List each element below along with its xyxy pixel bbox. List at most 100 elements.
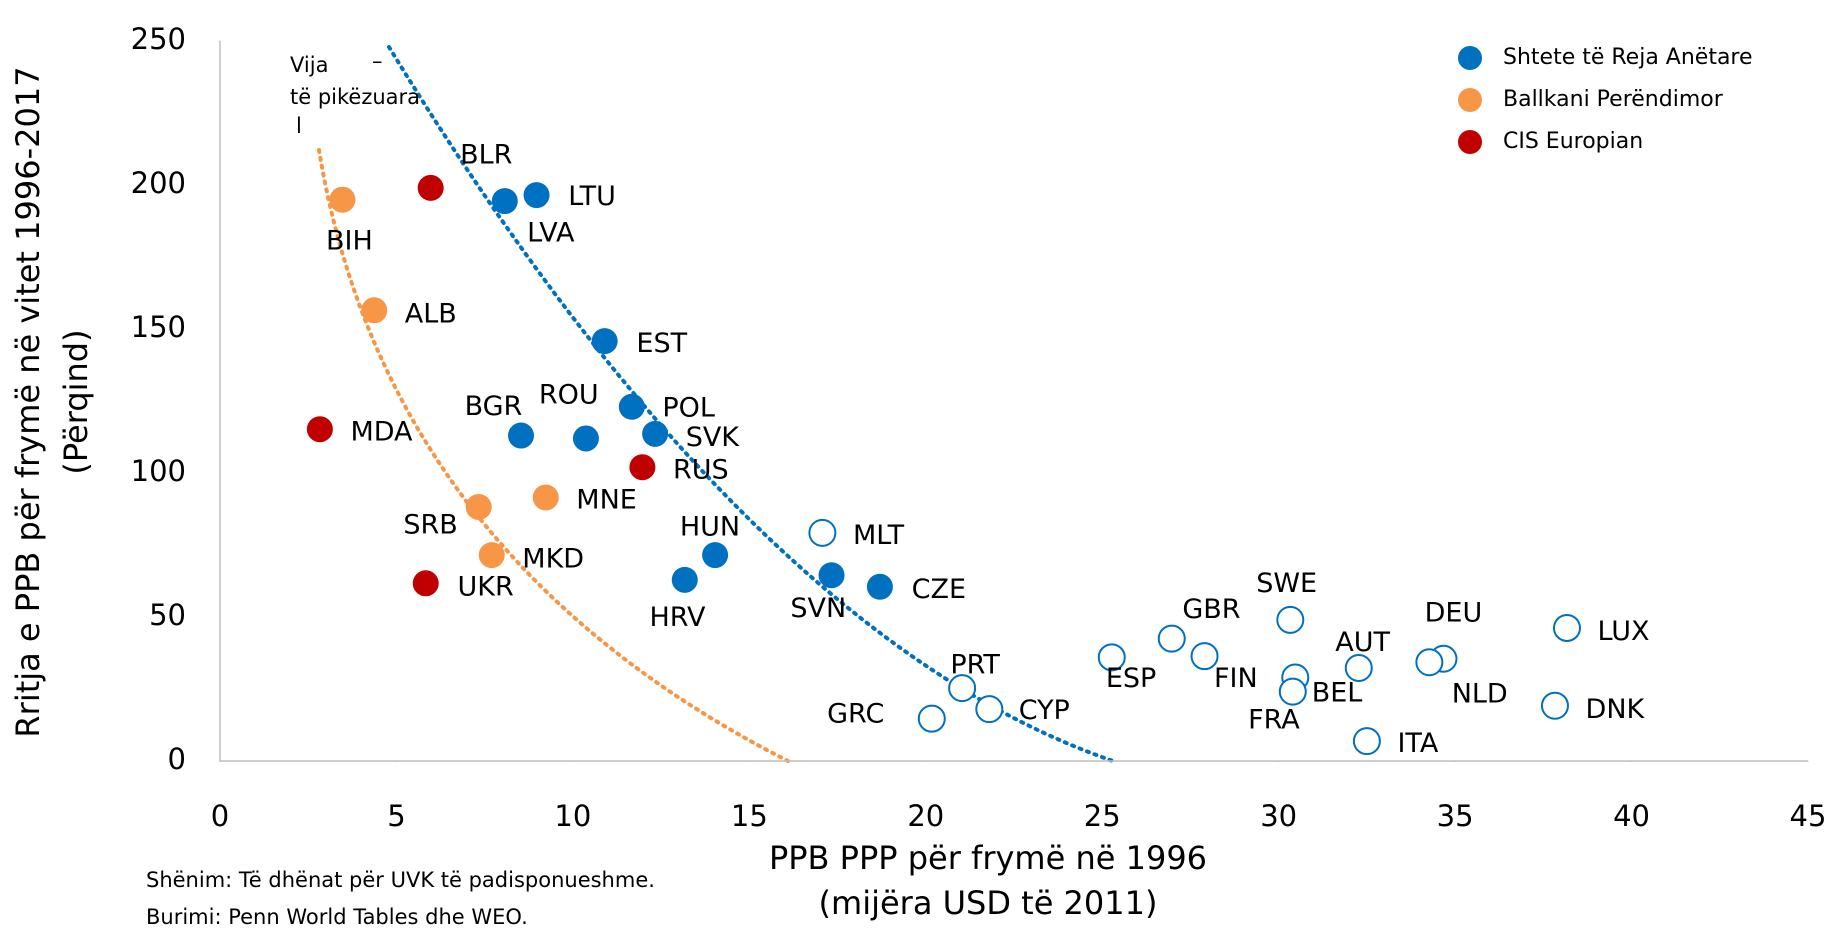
point-label: CYP	[1019, 695, 1070, 726]
point-label: ESP	[1106, 663, 1156, 694]
point-label: ALB	[405, 298, 457, 329]
point-label: UKR	[457, 572, 513, 603]
x-tick-label: 5	[387, 799, 405, 833]
point-label: PRT	[950, 649, 1000, 680]
point-label: DNK	[1586, 694, 1646, 725]
point	[1157, 624, 1186, 653]
annotation: l	[296, 114, 302, 138]
point	[1552, 613, 1581, 642]
point-label: FIN	[1214, 663, 1258, 694]
point-label: CZE	[912, 574, 966, 605]
point-label: HUN	[680, 512, 740, 543]
x-tick-label: 25	[1084, 799, 1121, 833]
point-label: HRV	[649, 602, 706, 633]
point-label: POL	[662, 393, 715, 424]
point-label: BGR	[465, 391, 523, 422]
point	[808, 518, 837, 547]
point-label: SVK	[686, 422, 741, 453]
point	[465, 493, 492, 520]
point	[532, 484, 559, 511]
x-tick-label: 35	[1437, 799, 1474, 833]
trend-line	[387, 45, 1115, 763]
y-tick-label: 0	[168, 742, 186, 776]
point-label: MNE	[576, 485, 637, 516]
y-tick-label: 150	[131, 310, 186, 344]
legend-label: Ballkani Perëndimor	[1503, 87, 1724, 112]
point	[642, 420, 669, 447]
y-tick-label: 50	[149, 598, 186, 632]
point	[572, 425, 599, 452]
point	[417, 174, 444, 201]
x-tick-label: 15	[731, 799, 768, 833]
point-label: BIH	[326, 226, 373, 257]
point-label: BEL	[1312, 677, 1363, 708]
point-label: RUS	[673, 454, 729, 485]
point	[412, 570, 439, 597]
point	[329, 186, 356, 213]
note: Shënim: Të dhënat për UVK të padisponues…	[146, 868, 655, 892]
point	[491, 188, 518, 215]
x-tick-label: 45	[1790, 799, 1827, 833]
point	[975, 695, 1004, 724]
x-tick-label: 0	[211, 799, 229, 833]
point	[523, 182, 550, 209]
point-label: LTU	[568, 181, 616, 212]
legend-label: Shtete të Reja Anëtare	[1503, 45, 1753, 70]
legend-marker	[1458, 130, 1482, 154]
x-tick-label: 30	[1260, 799, 1297, 833]
point	[618, 393, 645, 420]
point-label: LVA	[527, 218, 575, 249]
x-tick-label: 20	[907, 799, 944, 833]
point	[1344, 653, 1373, 682]
point	[1415, 648, 1444, 677]
y-tick-label: 200	[131, 166, 186, 200]
point-label: AUT	[1335, 627, 1390, 658]
y-tick-label: 250	[131, 22, 186, 56]
annotation: të pikëzuara	[290, 85, 420, 109]
point-label: ROU	[539, 380, 599, 411]
point	[1276, 605, 1305, 634]
point	[306, 416, 333, 443]
y-tick-label: 100	[131, 454, 186, 488]
point-label: SVN	[790, 593, 846, 624]
point	[948, 674, 977, 703]
y-axis-title: Rritja e PPB për frymë në vitet 1996-201…	[9, 66, 47, 737]
point	[629, 454, 656, 481]
point	[591, 328, 618, 355]
x-tick-label: 40	[1613, 799, 1650, 833]
x-tick-label: 10	[554, 799, 591, 833]
annotation: –	[372, 49, 383, 73]
x-axis-title: (mijëra USD të 2011)	[819, 884, 1158, 922]
point	[866, 573, 893, 600]
point	[361, 297, 388, 324]
legend-marker	[1458, 88, 1482, 112]
x-axis-title: PPB PPP për frymë në 1996	[769, 839, 1207, 877]
point-label: NLD	[1452, 679, 1508, 710]
point-label: EST	[636, 328, 687, 359]
point-label: MLT	[853, 520, 905, 551]
legend-label: CIS Europian	[1503, 129, 1643, 154]
point-label: SWE	[1256, 568, 1317, 599]
point-label: SRB	[403, 509, 457, 540]
point	[917, 704, 946, 733]
point	[1278, 677, 1307, 706]
point-label: MDA	[350, 416, 413, 447]
note: Burimi: Penn World Tables dhe WEO.	[146, 905, 528, 929]
point-label: ITA	[1397, 728, 1438, 759]
point-label: GBR	[1182, 594, 1240, 625]
point	[1097, 643, 1126, 672]
legend-marker	[1458, 46, 1482, 70]
point-label: MKD	[522, 543, 584, 574]
point	[818, 562, 845, 589]
point-label: LUX	[1598, 616, 1650, 647]
point	[1540, 691, 1569, 720]
point	[1352, 727, 1381, 756]
point	[1190, 642, 1219, 671]
annotation: Vija	[290, 53, 328, 77]
point	[508, 422, 535, 449]
point-label: GRC	[827, 699, 884, 730]
point-label: DEU	[1425, 598, 1483, 629]
y-axis-title: (Përqind)	[57, 329, 95, 474]
point	[702, 542, 729, 569]
